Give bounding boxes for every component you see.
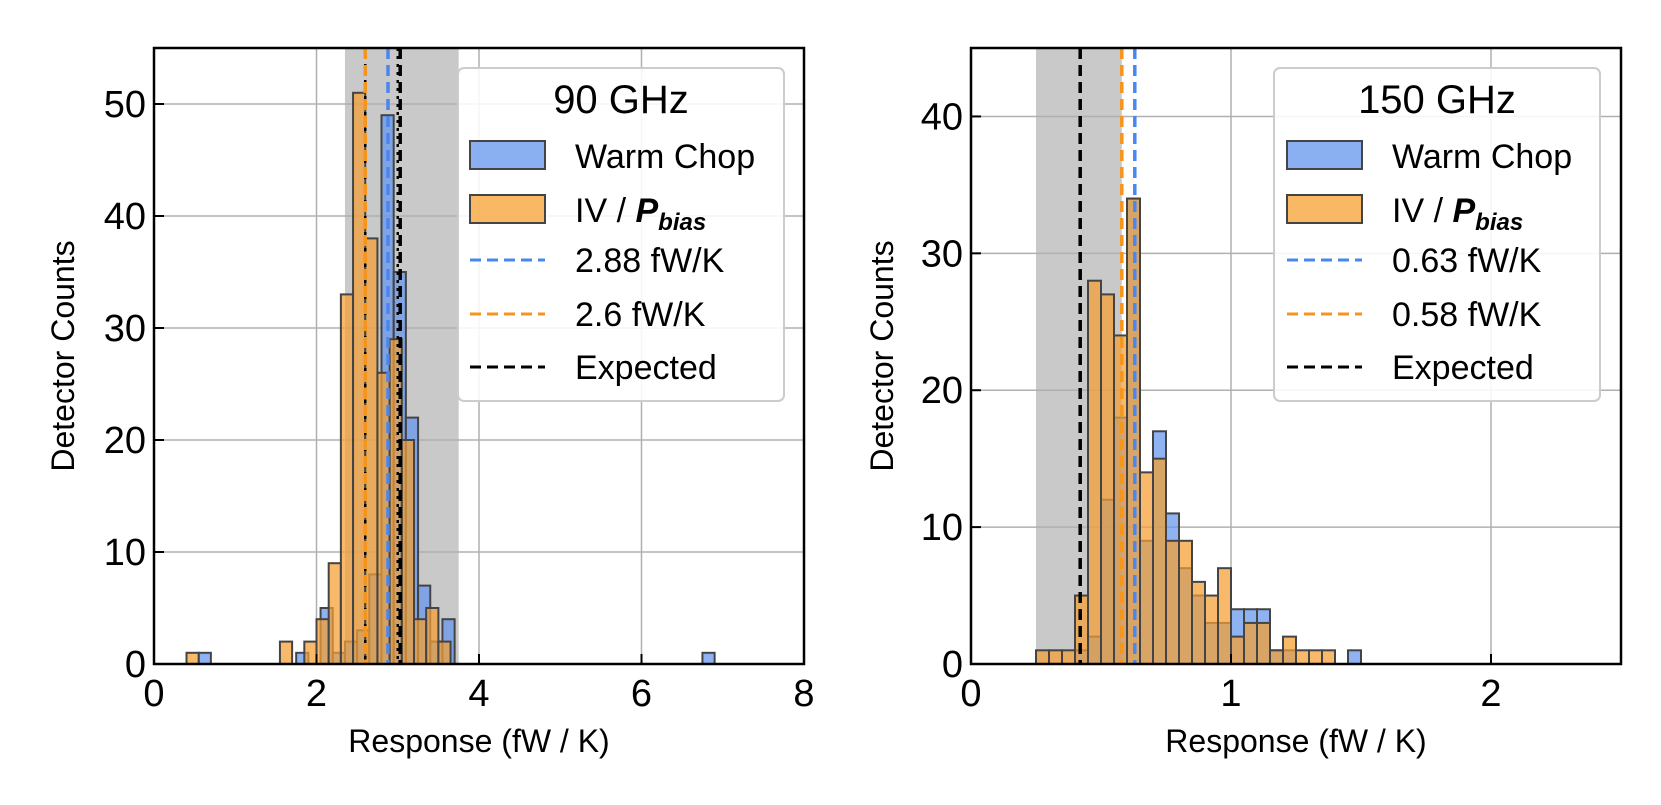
y-tick-label: 50 — [104, 84, 146, 126]
plot-frame — [969, 46, 1623, 666]
x-tick-label: 0 — [960, 673, 981, 715]
y-tick-label: 10 — [921, 507, 963, 549]
iv-pbias-bar — [1204, 594, 1219, 664]
x-tick-label: 0 — [143, 673, 164, 715]
iv-pbias-bar — [1321, 649, 1336, 664]
iv-pbias-bar — [1308, 649, 1323, 664]
iv-pbias-bar — [1178, 539, 1193, 664]
y-tick-label: 0 — [942, 644, 963, 686]
iv-pbias-bar — [1217, 567, 1232, 664]
panel-90ghz: 0 2 4 6 8 0 10 20 30 40 50 Response (fW / K) Detec… — [45, 46, 815, 759]
iv-pbias-bar — [400, 439, 415, 664]
legend-iv-symbol: P — [1452, 192, 1475, 230]
iv-pbias-bar — [1282, 635, 1297, 664]
legend-title: 150 GHz — [1358, 78, 1516, 122]
legend-swatch-warm-chop — [469, 140, 546, 170]
iv-pbias-bar — [352, 91, 367, 664]
y-tick-label: 0 — [125, 644, 146, 686]
warm-chop-bar — [701, 651, 716, 664]
iv-pbias-bar — [1165, 539, 1180, 664]
iv-pbias-bar — [1087, 279, 1102, 664]
x-tick-label: 2 — [306, 673, 327, 715]
x-tick-label: 2 — [1480, 673, 1501, 715]
iv-pbias-bar — [437, 640, 452, 664]
y-tick-label: 30 — [104, 308, 146, 350]
iv-pbias-bar — [1152, 457, 1167, 664]
iv-pbias-bar — [376, 371, 391, 664]
iv-pbias-bar — [1295, 649, 1310, 664]
legend-iv-subscript: bias — [1475, 209, 1523, 236]
warm-chop-bar — [197, 651, 212, 664]
legend-swatch-warm-chop — [1286, 140, 1363, 170]
iv-pbias-bar — [303, 640, 318, 664]
x-tick-label: 4 — [468, 673, 489, 715]
iv-pbias-bar — [1230, 635, 1245, 664]
legend-label-warm-median: 2.88 fW/K — [575, 242, 725, 280]
warm-chop-bar — [1347, 649, 1362, 664]
x-tick-label: 8 — [793, 673, 814, 715]
iv-pbias-bar — [425, 607, 440, 664]
y-tick-label: 30 — [921, 233, 963, 275]
y-tick-label: 20 — [104, 420, 146, 462]
y-tick-label: 20 — [921, 370, 963, 412]
iv-pbias-bar — [413, 618, 428, 664]
iv-pbias-bar — [278, 640, 294, 664]
iv-pbias-bar — [1191, 580, 1206, 664]
iv-pbias-bar — [1100, 293, 1115, 664]
iv-pbias-bar — [1269, 649, 1284, 664]
iv-pbias-bar — [1048, 649, 1063, 664]
legend: 90 GHz Warm Chop IV / Pbias 2.88 fW/K 2.… — [457, 67, 785, 402]
iv-pbias-bar — [185, 651, 200, 664]
legend-label-iv-pbias: IV / Pbias — [575, 192, 706, 236]
iv-pbias-bar — [1035, 649, 1050, 664]
legend-label-iv-median: 0.58 fW/K — [1392, 296, 1542, 334]
iv-pbias-bar — [364, 237, 379, 664]
legend-label-warm-chop: Warm Chop — [575, 138, 755, 176]
legend-label-warm-chop: Warm Chop — [1392, 138, 1572, 176]
iv-pbias-bar — [339, 293, 355, 664]
y-tick-label: 40 — [104, 196, 146, 238]
iv-pbias-bar — [1243, 621, 1258, 664]
legend-label-expected: Expected — [575, 349, 717, 387]
y-axis-label: Detector Counts — [45, 240, 81, 471]
legend-iv-subscript: bias — [658, 209, 706, 236]
legend-iv-prefix: IV / — [1392, 192, 1452, 230]
iv-pbias-bar — [315, 618, 330, 664]
x-axis-label: Response (fW / K) — [348, 723, 609, 759]
legend-label-iv-median: 2.6 fW/K — [575, 296, 706, 334]
legend: 150 GHz Warm Chop IV / Pbias 0.63 fW/K 0… — [1273, 67, 1601, 402]
y-tick-label: 10 — [104, 532, 146, 574]
iv-pbias-bar — [1256, 621, 1271, 664]
iv-pbias-bar — [327, 562, 342, 664]
legend-title: 90 GHz — [553, 78, 689, 122]
legend-iv-prefix: IV / — [575, 192, 635, 230]
legend-iv-symbol: P — [635, 192, 658, 230]
y-axis-label: Detector Counts — [864, 240, 900, 471]
x-tick-label: 1 — [1220, 673, 1241, 715]
legend-label-warm-median: 0.63 fW/K — [1392, 242, 1542, 280]
x-tick-label: 6 — [631, 673, 652, 715]
legend-swatch-iv-pbias — [469, 194, 546, 224]
legend-swatch-iv-pbias — [1286, 194, 1363, 224]
legend-label-expected: Expected — [1392, 349, 1534, 387]
y-tick-label: 40 — [921, 96, 963, 138]
x-axis-label: Response (fW / K) — [1165, 723, 1426, 759]
iv-pbias-bar — [1061, 649, 1076, 664]
iv-pbias-bar — [1139, 471, 1154, 664]
legend-label-iv-pbias: IV / Pbias — [1392, 192, 1523, 236]
